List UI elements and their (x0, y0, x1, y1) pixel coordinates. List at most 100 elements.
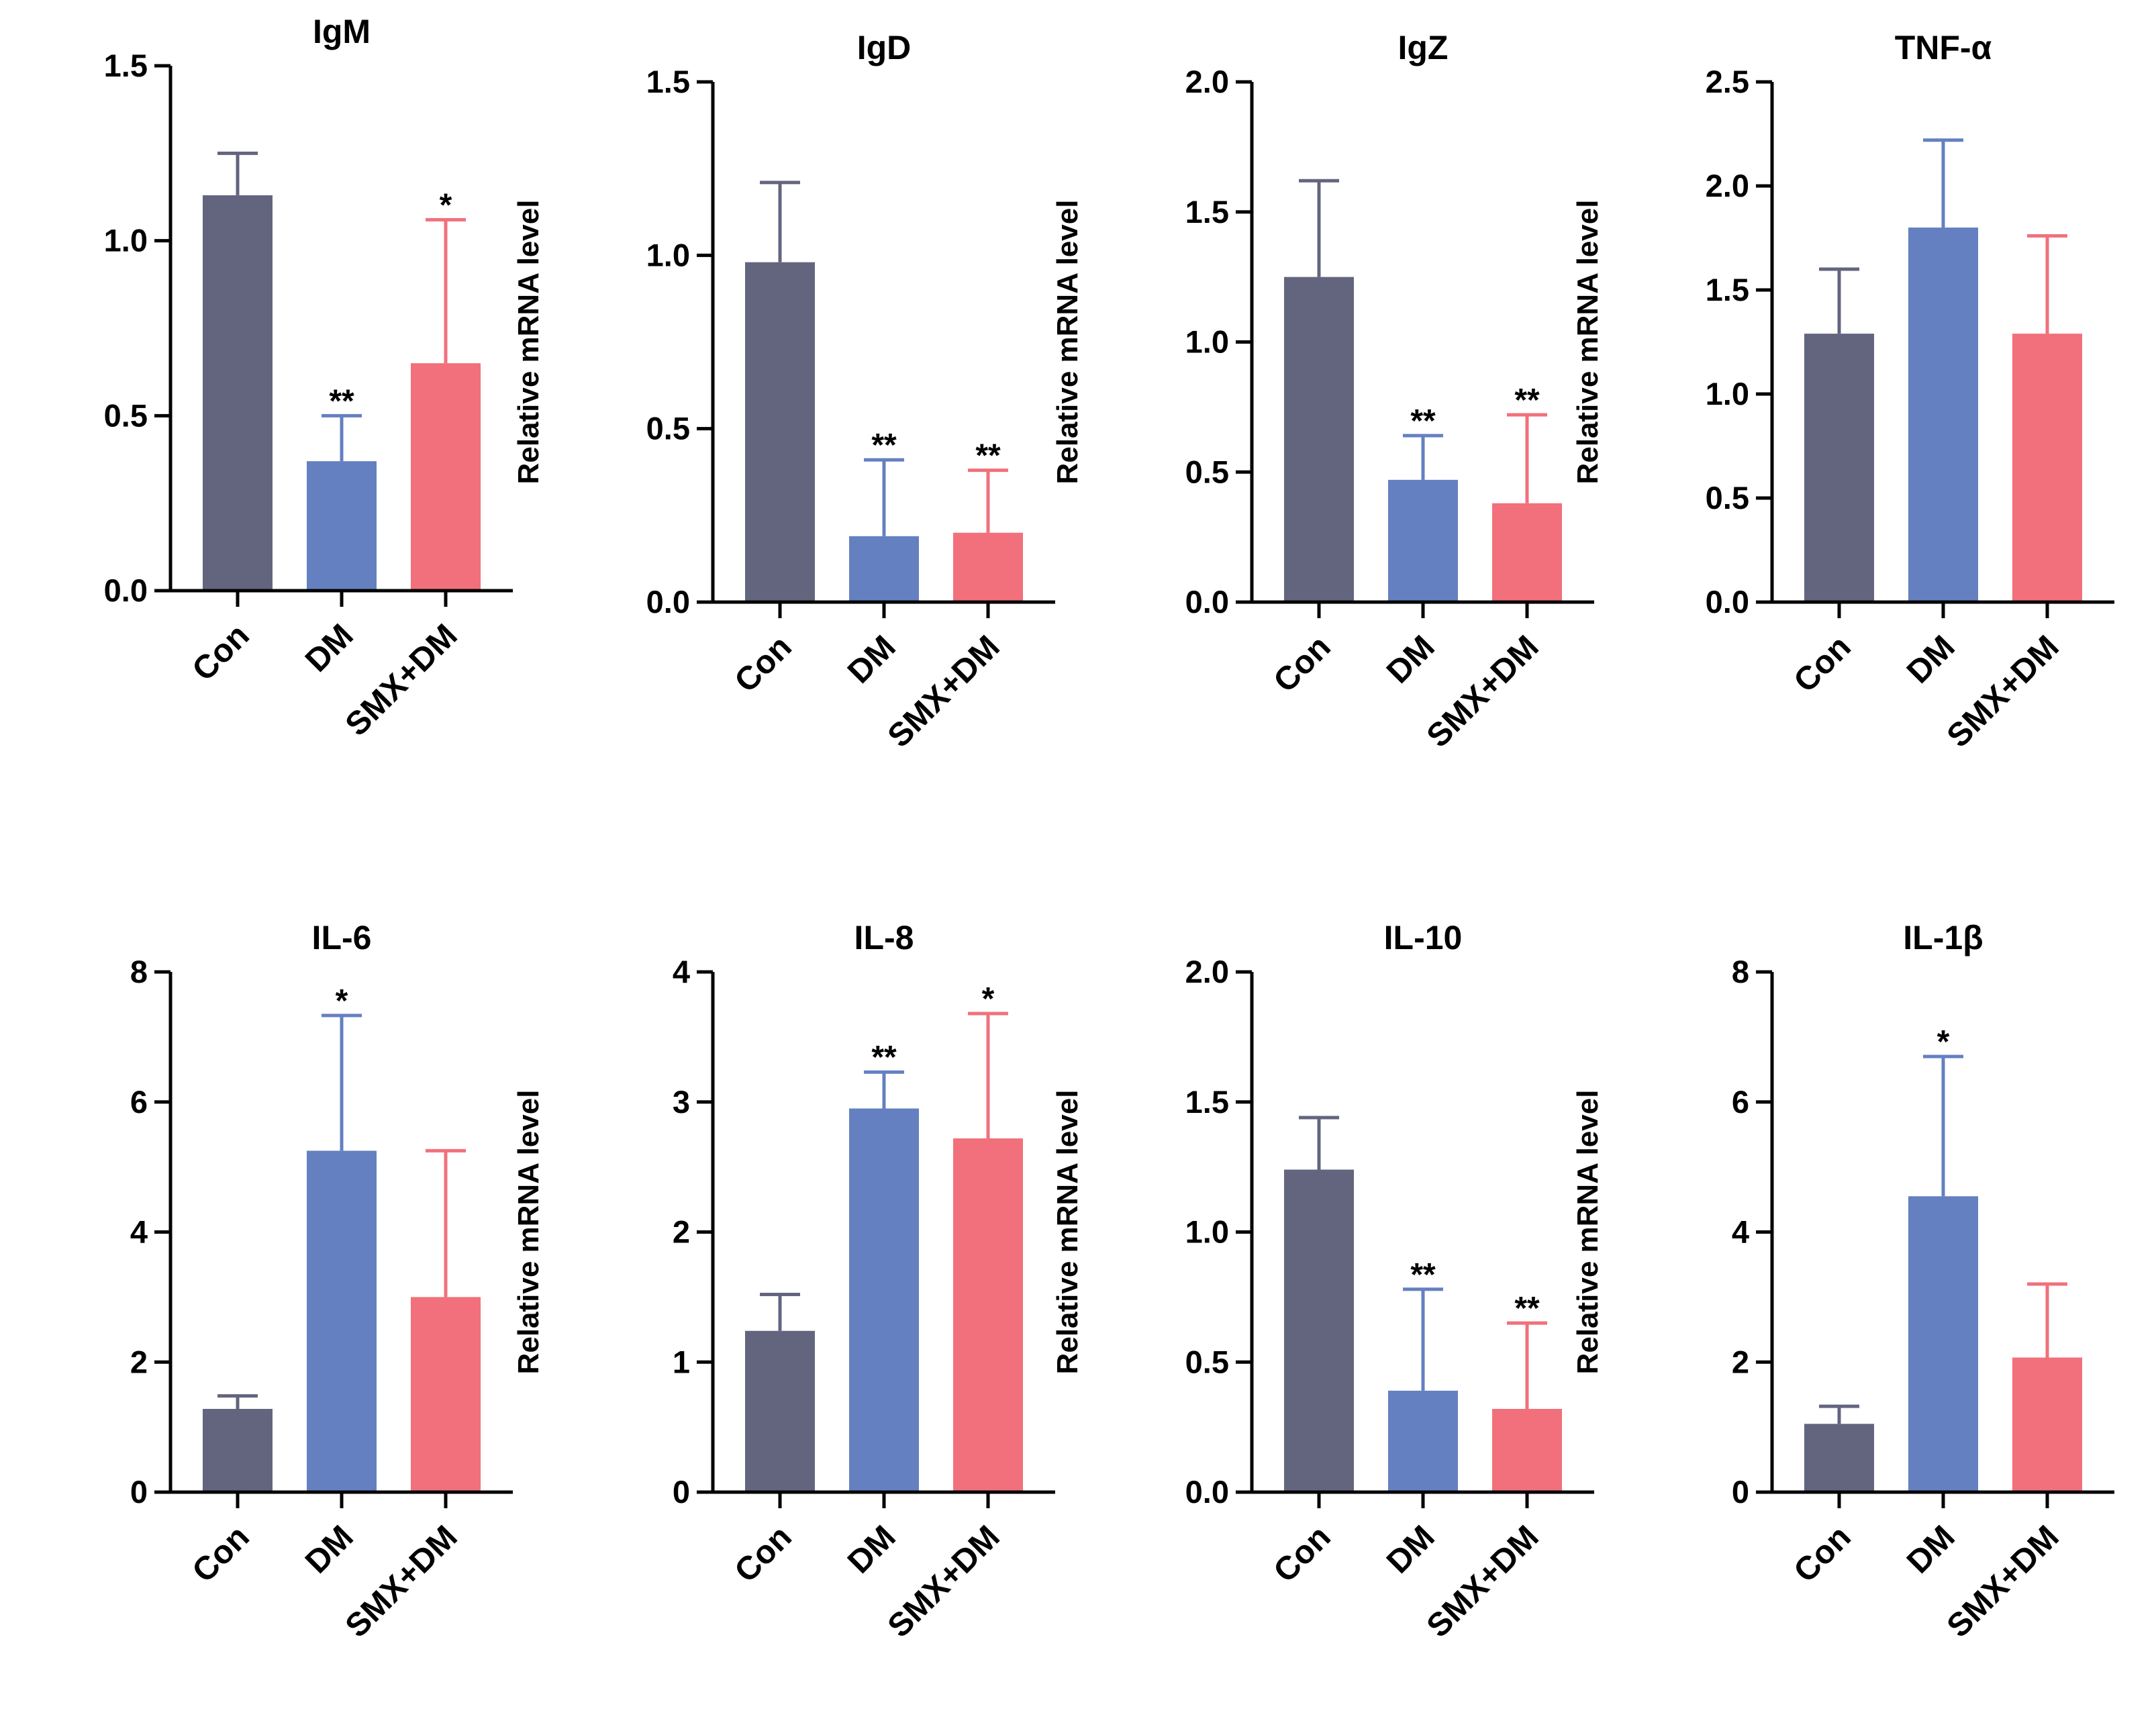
significance-mark: ** (871, 428, 897, 463)
y-tick-label: 2.0 (1185, 64, 1229, 99)
y-tick-label: 1.5 (1706, 272, 1749, 307)
x-tick-label: DM (299, 618, 360, 679)
y-axis-label: Relative mRNA level (1051, 200, 1084, 485)
bar-dm (1388, 1390, 1458, 1492)
bar-con (1284, 1169, 1354, 1492)
x-tick-label: SMX+DM (1940, 1519, 2065, 1644)
y-tick-label: 1.0 (1706, 376, 1749, 411)
y-tick-label: 4 (1732, 1214, 1749, 1250)
bar-dm (849, 1108, 919, 1492)
y-axis-label: Relative mRNA level (1571, 1090, 1604, 1375)
panel-title: IL-8 (854, 919, 914, 956)
significance-mark: * (440, 187, 452, 223)
x-tick-label: DM (1900, 1519, 1962, 1581)
y-tick-label: 1.0 (646, 237, 690, 273)
panel-il-1-: IL-1β Relative mRNA level * 0 2 4 6 8 Con DMSMX+D… (1571, 919, 2114, 1644)
y-tick-label: 0.0 (646, 584, 690, 620)
bar-smx-dm (411, 1297, 481, 1492)
x-tick-label: Con (185, 618, 256, 689)
bar-dm (307, 1150, 377, 1492)
y-tick-label: 0.5 (646, 411, 690, 446)
panel-tnf-: TNF-α Relative mRNA level 0.0 0.5 1.0 1.5 2.0 2… (1571, 29, 2114, 754)
y-tick-label: 2 (673, 1214, 690, 1250)
x-tick-label: SMX+DM (881, 1519, 1006, 1644)
y-tick-label: 1.5 (646, 64, 690, 99)
bar-con (1284, 277, 1354, 602)
x-tick-label: DM (1900, 629, 1962, 691)
x-tick-label: SMX+DM (1420, 1519, 1545, 1644)
panel-title: IL-1β (1903, 919, 1983, 956)
y-axis-label: Relative mRNA level (0, 186, 3, 471)
x-tick-label: Con (728, 1519, 799, 1590)
bar-con (203, 195, 273, 591)
y-tick-label: 1.0 (1185, 324, 1229, 360)
y-tick-label: 0 (130, 1474, 148, 1510)
y-tick-label: 0.0 (1706, 584, 1749, 620)
x-tick-label: SMX+DM (1940, 629, 2065, 754)
y-tick-label: 3 (673, 1084, 690, 1120)
bar-smx-dm (2012, 334, 2082, 602)
y-tick-label: 6 (130, 1084, 148, 1120)
bar-dm (1908, 1196, 1978, 1492)
y-tick-label: 2.0 (1706, 168, 1749, 203)
y-tick-label: 0 (1732, 1474, 1749, 1510)
x-tick-label: SMX+DM (338, 618, 464, 743)
panel-title: TNF-α (1895, 29, 1992, 66)
panel-title: IL-10 (1384, 919, 1463, 956)
y-tick-label: 2.0 (1185, 954, 1229, 989)
x-tick-label: Con (1787, 629, 1858, 700)
y-axis-label: Relative mRNA level (512, 200, 545, 485)
y-tick-label: 0.0 (104, 573, 148, 608)
y-tick-label: 0.0 (1185, 584, 1229, 620)
y-tick-label: 8 (130, 954, 148, 989)
y-tick-label: 0 (673, 1474, 690, 1510)
y-tick-label: 1.0 (1185, 1214, 1229, 1250)
bar-smx-dm (1492, 1409, 1562, 1492)
y-axis-label: Relative mRNA level (512, 1090, 545, 1375)
y-tick-label: 1 (673, 1344, 690, 1379)
y-tick-label: 0.5 (1185, 1344, 1229, 1379)
x-tick-label: Con (1267, 629, 1338, 700)
significance-mark: * (336, 983, 348, 1019)
x-tick-label: DM (841, 1519, 903, 1581)
y-tick-label: 2 (130, 1344, 148, 1379)
x-tick-label: Con (1787, 1519, 1858, 1590)
bar-con (745, 1330, 815, 1492)
x-tick-label: DM (841, 629, 903, 691)
y-tick-label: 6 (1732, 1084, 1749, 1120)
y-axis-label: Relative mRNA level (0, 1090, 3, 1375)
bar-con (1804, 1424, 1874, 1492)
bar-smx-dm (953, 1138, 1023, 1492)
panel-title: IgD (857, 29, 912, 66)
y-tick-label: 1.5 (1185, 194, 1229, 230)
bar-smx-dm (953, 532, 1023, 602)
bar-dm (307, 461, 377, 591)
panel-igz: IgZ Relative mRNA level ** ** 0.0 0.5 1.0 1.5 2.… (1051, 29, 1594, 754)
bar-con (1804, 334, 1874, 602)
bar-smx-dm (2012, 1357, 2082, 1492)
significance-mark: ** (329, 383, 354, 419)
x-tick-label: DM (299, 1519, 360, 1581)
significance-mark: ** (871, 1040, 897, 1075)
x-tick-label: DM (1380, 1519, 1442, 1581)
x-tick-label: SMX+DM (338, 1519, 464, 1644)
x-tick-label: SMX+DM (881, 629, 1006, 754)
y-tick-label: 4 (130, 1214, 148, 1250)
x-tick-label: SMX+DM (1420, 629, 1545, 754)
bar-con (745, 262, 815, 602)
significance-mark: ** (1514, 1291, 1540, 1326)
significance-mark: ** (1410, 403, 1436, 439)
significance-mark: * (1937, 1024, 1950, 1060)
significance-mark: ** (975, 438, 1001, 474)
y-tick-label: 2.5 (1706, 64, 1749, 99)
bar-dm (1388, 479, 1458, 602)
x-tick-label: Con (1267, 1519, 1338, 1590)
panel-title: IgZ (1398, 29, 1449, 66)
y-tick-label: 0.0 (1185, 1474, 1229, 1510)
y-axis-label: Relative mRNA level (1051, 1090, 1084, 1375)
x-tick-label: Con (728, 629, 799, 700)
